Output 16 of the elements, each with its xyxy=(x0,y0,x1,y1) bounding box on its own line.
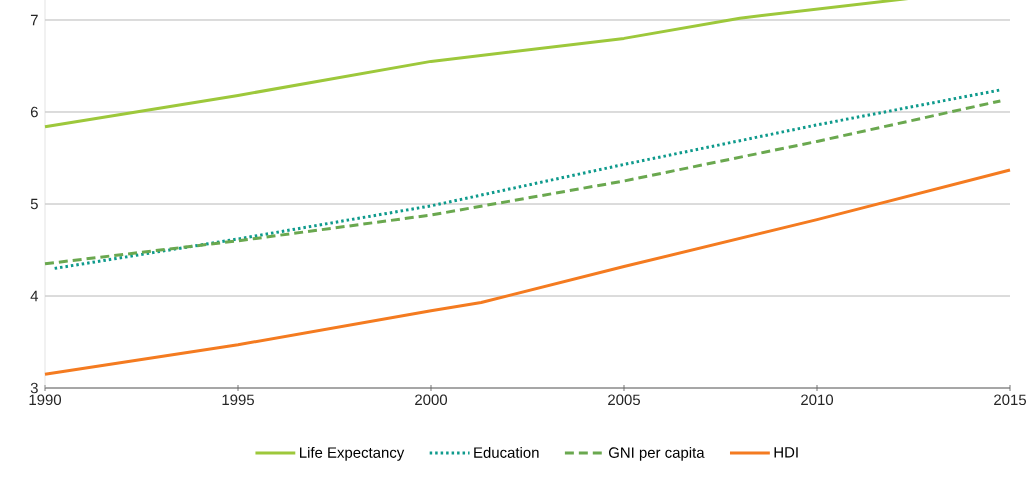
legend-label: GNI per capita xyxy=(608,446,705,461)
x-tick-label: 1990 xyxy=(29,394,62,406)
y-tick-label: 3 xyxy=(30,382,38,394)
y-tick-label: 5 xyxy=(30,198,38,210)
y-tick-label: 4 xyxy=(30,290,39,302)
legend-label: Life Expectancy xyxy=(300,446,405,461)
x-tick-label: 2000 xyxy=(415,394,448,406)
line-series xyxy=(43,168,1012,376)
x-tick-label: 1995 xyxy=(222,394,254,406)
x-tick-label: 2015 xyxy=(994,394,1026,406)
y-tick-label: 6 xyxy=(30,106,38,118)
legend-label: HDI xyxy=(774,447,798,458)
x-tick-label: 2010 xyxy=(801,394,834,406)
x-tick-label: 2005 xyxy=(608,394,640,406)
legend-label: Education xyxy=(474,446,539,458)
y-tick-label: 7 xyxy=(30,14,38,26)
